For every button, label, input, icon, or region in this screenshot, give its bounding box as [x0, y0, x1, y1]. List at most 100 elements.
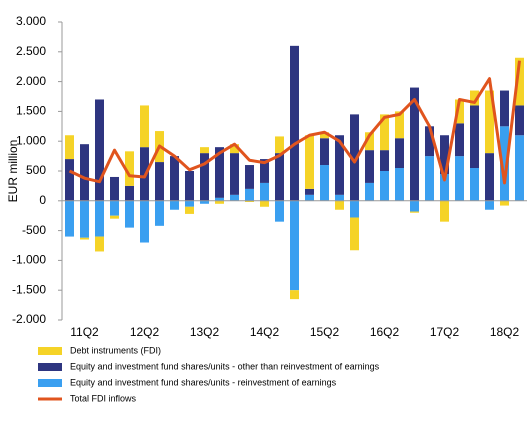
y-tick-label: -2.000	[12, 312, 46, 326]
bar	[380, 171, 389, 201]
bar	[170, 200, 179, 210]
bar	[140, 200, 149, 243]
y-axis-label: EUR million	[6, 140, 20, 203]
bar	[350, 200, 359, 218]
x-tick-label: 18Q2	[490, 325, 520, 339]
bar	[125, 200, 134, 228]
bar	[95, 200, 104, 237]
bar	[500, 126, 509, 201]
bar	[125, 185, 134, 201]
bar	[470, 90, 479, 106]
bar	[275, 200, 284, 222]
x-tick-label: 17Q2	[430, 325, 460, 339]
bar	[110, 200, 119, 216]
bar	[230, 153, 239, 195]
bar	[395, 168, 404, 201]
y-tick-label: 0	[39, 193, 46, 207]
bar	[410, 200, 419, 212]
bar	[185, 171, 194, 201]
bar	[125, 151, 134, 186]
bar	[155, 162, 164, 201]
y-tick-label: -500	[22, 223, 46, 237]
bar	[500, 200, 509, 206]
bar	[275, 136, 284, 154]
bar	[320, 138, 329, 166]
legend-label: Equity and investment fund shares/units …	[70, 361, 380, 371]
y-tick-label: 500	[26, 163, 46, 177]
bar	[215, 200, 224, 204]
legend-swatch	[38, 379, 62, 387]
y-tick-label: 3.000	[16, 14, 46, 28]
bar	[245, 200, 254, 202]
bar	[95, 99, 104, 201]
bar	[440, 135, 449, 174]
bar	[80, 144, 89, 201]
bar	[290, 45, 299, 201]
bar	[245, 188, 254, 201]
bar	[290, 290, 299, 300]
bar	[425, 156, 434, 201]
y-tick-label: 1.000	[16, 133, 46, 147]
bar	[230, 144, 239, 154]
bar	[260, 200, 269, 207]
x-tick-label: 11Q2	[70, 325, 99, 339]
line	[68, 60, 521, 185]
bar	[425, 126, 434, 157]
bar	[155, 200, 164, 226]
bar	[80, 200, 89, 238]
bar	[320, 132, 329, 139]
bar	[500, 90, 509, 127]
bar	[410, 87, 419, 201]
bar	[335, 194, 344, 201]
bar	[455, 99, 464, 124]
bar	[275, 153, 284, 201]
bar	[110, 176, 119, 201]
bar	[260, 159, 269, 183]
bar	[260, 182, 269, 201]
bar	[305, 188, 314, 195]
y-tick-label: 2.500	[16, 44, 46, 58]
x-tick-label: 13Q2	[190, 325, 220, 339]
y-tick-label: -1.000	[12, 253, 46, 267]
y-tick-label: 1.500	[16, 104, 46, 118]
bar	[395, 138, 404, 169]
bar	[185, 200, 194, 207]
bar	[365, 182, 374, 201]
bar	[185, 206, 194, 214]
bar	[350, 217, 359, 251]
bar	[455, 123, 464, 157]
bar	[335, 200, 344, 210]
bar	[455, 156, 464, 201]
bar	[485, 153, 494, 201]
bar	[305, 135, 314, 189]
x-tick-label: 14Q2	[250, 325, 280, 339]
bar	[515, 105, 524, 136]
bar	[200, 153, 209, 201]
bar	[440, 200, 449, 222]
bar	[470, 105, 479, 169]
legend-swatch	[38, 363, 62, 371]
bar	[470, 168, 479, 201]
bar	[410, 211, 419, 213]
bar	[65, 135, 74, 160]
bar	[200, 200, 209, 204]
bar	[485, 200, 494, 210]
y-tick-label: 2.000	[16, 74, 46, 88]
legend-label: Equity and investment fund shares/units …	[70, 377, 337, 387]
bar	[290, 200, 299, 291]
bar	[245, 165, 254, 189]
bar	[395, 111, 404, 139]
bar	[200, 147, 209, 154]
bar	[365, 150, 374, 183]
bar	[380, 114, 389, 151]
bar	[80, 237, 89, 240]
bar	[515, 135, 524, 201]
bar	[140, 105, 149, 148]
bar	[485, 90, 494, 154]
bar	[440, 173, 449, 201]
bar	[110, 215, 119, 219]
bar	[515, 57, 524, 106]
legend-label: Debt instruments (FDI)	[70, 345, 161, 355]
bar	[365, 132, 374, 151]
